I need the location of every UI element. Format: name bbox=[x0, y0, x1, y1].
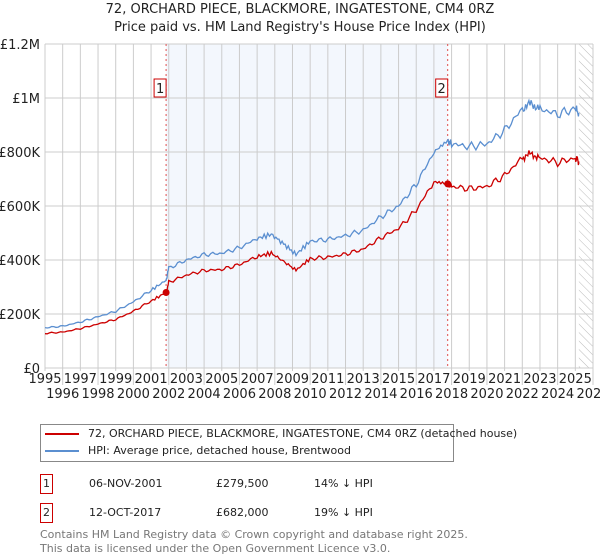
x-tick-label: 2014 bbox=[364, 387, 397, 402]
series-line-hpi bbox=[44, 98, 580, 329]
x-tick-label: 2022 bbox=[506, 387, 539, 402]
x-tick-label: 1997 bbox=[64, 372, 97, 387]
y-tick-label: £1M bbox=[12, 92, 40, 107]
x-tick-label: 2004 bbox=[188, 387, 221, 402]
legend: 72, ORCHARD PIECE, BLACKMORE, INGATESTON… bbox=[40, 424, 517, 462]
sale-marker-label: 1 bbox=[156, 82, 164, 97]
legend-swatch-hpi bbox=[45, 450, 79, 452]
sale-row-2: 2 12-OCT-2017 £682,000 19% ↓ HPI bbox=[40, 503, 440, 523]
sale-marker: 2 bbox=[40, 503, 53, 523]
x-tick-label: 1995 bbox=[28, 372, 61, 387]
x-tick-label: 2017 bbox=[417, 372, 450, 387]
chart-subtitle: Price paid vs. HM Land Registry's House … bbox=[114, 20, 486, 35]
sale-date: 06-NOV-2001 bbox=[89, 477, 163, 490]
sale-hpi-diff: 19% ↓ HPI bbox=[314, 506, 373, 519]
y-tick-label: £0 bbox=[23, 362, 40, 377]
legend-swatch-property bbox=[45, 433, 79, 435]
series-line-property bbox=[44, 150, 580, 335]
x-tick-label: 2015 bbox=[382, 372, 415, 387]
x-tick-label: 2016 bbox=[400, 387, 433, 402]
x-tick-label: 1999 bbox=[99, 372, 132, 387]
x-tick-label: 2020 bbox=[470, 387, 503, 402]
chart-title: 72, ORCHARD PIECE, BLACKMORE, INGATESTON… bbox=[105, 2, 495, 17]
legend-item-property: 72, ORCHARD PIECE, BLACKMORE, INGATESTON… bbox=[41, 425, 517, 442]
x-tick-label: 2005 bbox=[205, 372, 238, 387]
sale-date: 12-OCT-2017 bbox=[89, 506, 162, 519]
x-tick-label: 2018 bbox=[435, 387, 468, 402]
chart: 1995199619971998199920002001200220032004… bbox=[0, 38, 600, 402]
y-tick-label: £600K bbox=[0, 200, 40, 215]
x-tick-label: 1998 bbox=[81, 387, 114, 402]
footer-line: Contains HM Land Registry data © Crown c… bbox=[40, 528, 468, 541]
x-tick-label: 2008 bbox=[258, 387, 291, 402]
y-tick-label: £200K bbox=[0, 308, 40, 323]
x-tick-label: 2023 bbox=[523, 372, 556, 387]
sale-price: £279,500 bbox=[216, 477, 269, 490]
sale-marker-box bbox=[435, 78, 449, 98]
x-tick-label: 2000 bbox=[117, 387, 150, 402]
x-tick-label: 2002 bbox=[152, 387, 185, 402]
x-tick-label: 1996 bbox=[46, 387, 79, 402]
x-tick-label: 2021 bbox=[488, 372, 521, 387]
legend-item-hpi: HPI: Average price, detached house, Bren… bbox=[41, 442, 453, 459]
sale-row-1: 1 06-NOV-2001 £279,500 14% ↓ HPI bbox=[40, 474, 440, 494]
sale-marker-label: 2 bbox=[438, 82, 446, 97]
x-tick-label: 2009 bbox=[276, 372, 309, 387]
x-tick-label: 2007 bbox=[241, 372, 274, 387]
x-tick-label: 2012 bbox=[329, 387, 362, 402]
x-tick-label: 2019 bbox=[453, 372, 486, 387]
x-tick-label: 2024 bbox=[541, 387, 574, 402]
x-tick-label: 2013 bbox=[347, 372, 380, 387]
x-tick-label: 2025 bbox=[559, 372, 592, 387]
y-tick-label: £800K bbox=[0, 146, 40, 161]
y-tick-label: £400K bbox=[0, 254, 40, 269]
sale-price: £682,000 bbox=[216, 506, 269, 519]
x-tick-label: 2006 bbox=[223, 387, 256, 402]
x-tick-label: 2003 bbox=[170, 372, 203, 387]
sale-point bbox=[444, 180, 452, 188]
x-tick-label: 2011 bbox=[311, 372, 344, 387]
legend-label: HPI: Average price, detached house, Bren… bbox=[88, 444, 351, 457]
x-tick-label: 2026 bbox=[576, 387, 600, 402]
sale-hpi-diff: 14% ↓ HPI bbox=[314, 477, 373, 490]
sale-marker-box bbox=[153, 78, 167, 98]
footer-line: This data is licensed under the Open Gov… bbox=[40, 542, 391, 555]
sale-point bbox=[162, 289, 170, 297]
footer: Contains HM Land Registry data © Crown c… bbox=[40, 528, 468, 556]
x-tick-label: 2010 bbox=[294, 387, 327, 402]
x-tick-label: 2001 bbox=[135, 372, 168, 387]
y-tick-label: £1.2M bbox=[0, 38, 40, 53]
legend-label: 72, ORCHARD PIECE, BLACKMORE, INGATESTON… bbox=[88, 427, 518, 440]
sale-marker: 1 bbox=[40, 474, 53, 494]
